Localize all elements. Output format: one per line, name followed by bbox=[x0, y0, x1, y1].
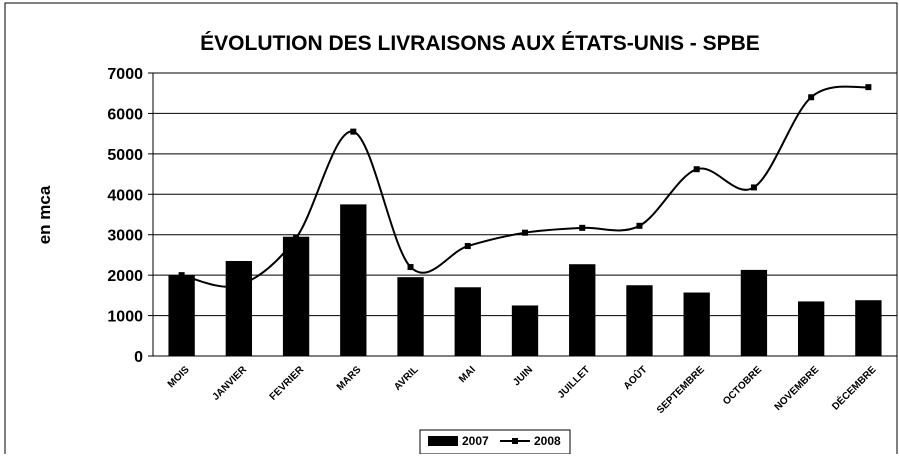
y-tick-label: 3000 bbox=[107, 228, 143, 245]
line-marker bbox=[808, 94, 815, 101]
bar bbox=[340, 204, 367, 356]
chart-title: ÉVOLUTION DES LIVRAISONS AUX ÉTATS-UNIS … bbox=[200, 32, 760, 55]
y-tick-label: 7000 bbox=[107, 66, 143, 83]
line-marker bbox=[693, 166, 700, 173]
legend-label: 2007 bbox=[462, 434, 489, 448]
bar bbox=[225, 260, 253, 356]
bar bbox=[511, 305, 539, 356]
bar bbox=[569, 264, 596, 356]
line-marker bbox=[235, 282, 242, 289]
y-tick-label: 5000 bbox=[107, 147, 143, 164]
bar bbox=[168, 275, 195, 356]
line-marker bbox=[464, 243, 471, 250]
legend-label: 2008 bbox=[534, 434, 561, 448]
line-marker bbox=[407, 264, 414, 271]
bar bbox=[626, 285, 653, 356]
legend-swatch bbox=[428, 436, 458, 446]
y-tick-label: 0 bbox=[134, 349, 143, 366]
line-marker bbox=[522, 229, 528, 236]
y-axis-label: en mca bbox=[35, 185, 54, 244]
bar bbox=[855, 300, 882, 356]
line-marker bbox=[865, 84, 872, 91]
y-tick-label: 6000 bbox=[107, 106, 143, 123]
line-marker bbox=[293, 234, 300, 241]
line-marker bbox=[178, 272, 185, 279]
line-marker bbox=[636, 222, 643, 229]
line-marker bbox=[579, 224, 586, 231]
legend-marker bbox=[512, 438, 518, 444]
y-tick-label: 2000 bbox=[107, 268, 143, 285]
bar bbox=[683, 292, 710, 356]
bar bbox=[454, 287, 481, 356]
bar bbox=[797, 301, 825, 356]
chart-frame bbox=[4, 2, 898, 459]
bar bbox=[397, 277, 424, 356]
y-tick-label: 4000 bbox=[107, 187, 143, 204]
bar bbox=[282, 236, 310, 356]
line-marker bbox=[350, 128, 357, 135]
y-tick-label: 1000 bbox=[107, 309, 143, 326]
line-marker bbox=[750, 184, 757, 191]
bar bbox=[740, 269, 768, 356]
